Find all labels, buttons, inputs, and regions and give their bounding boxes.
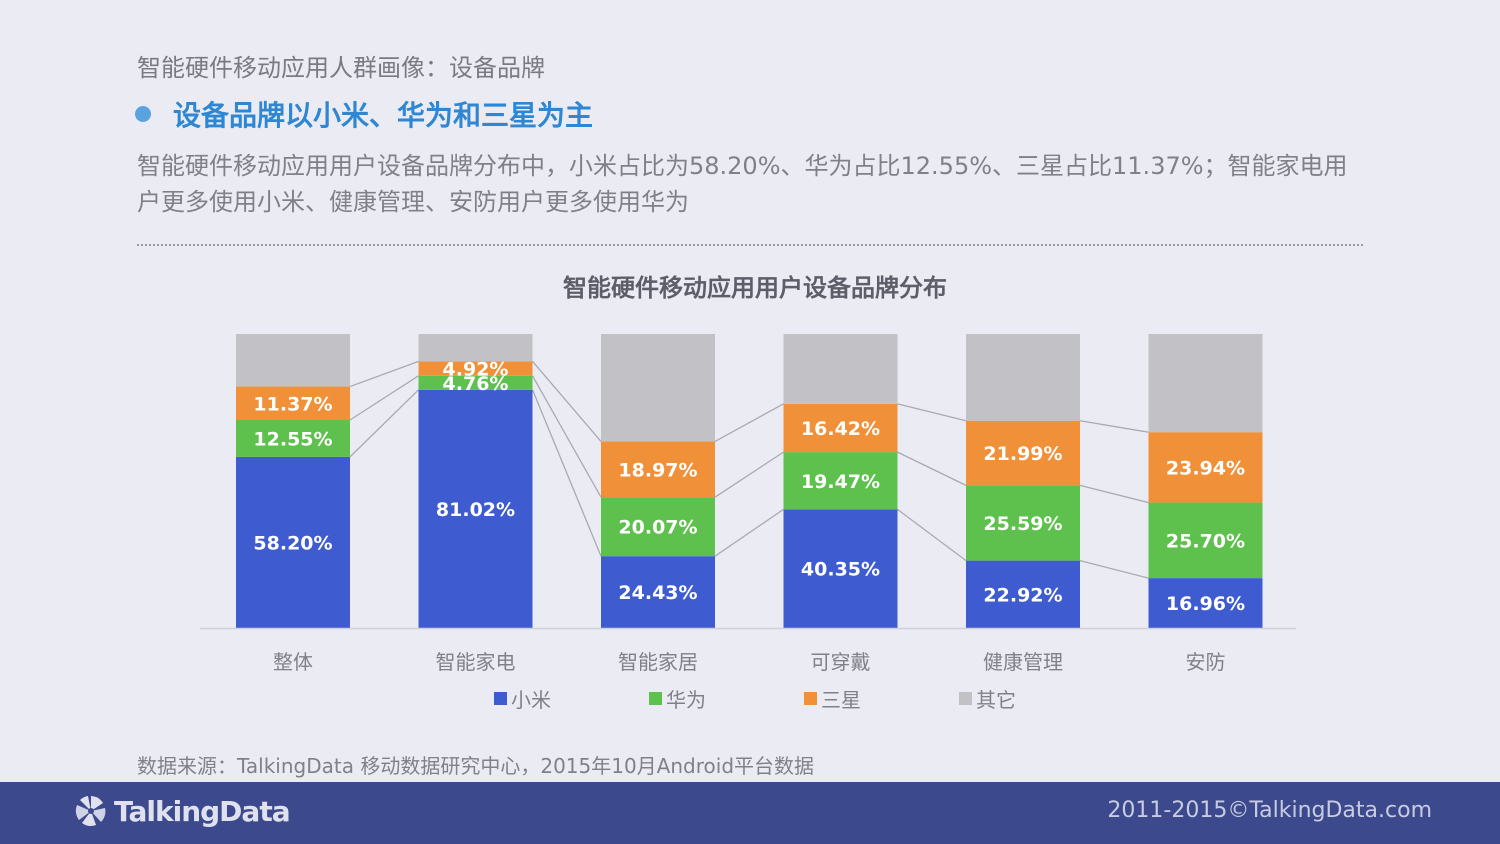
bar-segment-other xyxy=(236,334,350,387)
data-label-huawei: 25.70% xyxy=(1166,530,1245,552)
legend-swatch-other xyxy=(959,692,972,705)
legend-label-other: 其它 xyxy=(976,688,1016,712)
data-label-xiaomi: 22.92% xyxy=(983,584,1062,606)
data-label-huawei: 20.07% xyxy=(618,517,697,539)
series-connector-line xyxy=(714,508,784,557)
chart-title: 智能硬件移动应用用户设备品牌分布 xyxy=(563,274,947,302)
x-tick-label: 整体 xyxy=(273,650,313,674)
legend-label-xiaomi: 小米 xyxy=(511,688,551,712)
bar-segment-other xyxy=(783,334,898,404)
dotted-divider xyxy=(137,244,1363,246)
data-label-huawei: 19.47% xyxy=(801,471,880,493)
bar-segment-samsung xyxy=(966,420,1080,486)
series-connector-line xyxy=(897,508,967,562)
data-label-samsung: 11.37% xyxy=(253,393,332,415)
bar-segment-samsung xyxy=(1148,432,1263,503)
data-label-huawei: 4.76% xyxy=(443,373,509,395)
bar-segment-samsung xyxy=(418,361,533,376)
stacked-bar-chart: 58.20% 12.55% 11.37% 整体 81.02% 4.76%4.92% 智能家电… xyxy=(200,334,1296,674)
legend-item-xiaomi: 小米 xyxy=(494,684,551,713)
series-connector-line xyxy=(531,389,602,557)
headline-row: 设备品牌以小米、华为和三星为主 xyxy=(135,94,593,134)
legend-item-other: 其它 xyxy=(959,684,1016,713)
data-label-samsung: 23.94% xyxy=(1166,457,1245,479)
bar-segment-samsung xyxy=(601,441,715,498)
logo-text: TalkingData xyxy=(114,794,291,828)
bar-segment-xiaomi xyxy=(783,509,898,628)
series-connector-line xyxy=(349,360,419,388)
bar-segment-xiaomi xyxy=(966,560,1080,628)
series-connector-line xyxy=(1079,484,1149,504)
description-text: 智能硬件移动应用用户设备品牌分布中，小米占比为58.20%、华为占比12.55%… xyxy=(137,152,1348,216)
data-label-xiaomi: 24.43% xyxy=(618,582,697,604)
series-connector-line xyxy=(349,389,419,458)
footer-bar: TalkingData 2011-2015©TalkingData.com xyxy=(0,782,1500,844)
legend-swatch-huawei xyxy=(649,692,662,705)
bar-segment-other xyxy=(418,334,533,362)
series-connector-line xyxy=(1079,420,1149,433)
logo-icon xyxy=(75,796,106,826)
data-label-xiaomi: 58.20% xyxy=(253,532,332,554)
bar-segment-samsung xyxy=(783,403,898,453)
data-label-samsung: 18.97% xyxy=(618,459,697,481)
bar-segment-other xyxy=(601,334,715,442)
data-label-huawei: 12.55% xyxy=(253,428,332,450)
legend-swatch-samsung xyxy=(804,692,817,705)
data-label-xiaomi: 16.96% xyxy=(1166,593,1245,615)
series-connector-line xyxy=(714,403,784,442)
legend-label-samsung: 三星 xyxy=(821,688,861,712)
bar-segment-huawei xyxy=(601,497,715,557)
bar-segment-xiaomi xyxy=(1148,578,1263,628)
legend-item-samsung: 三星 xyxy=(804,684,861,713)
series-connector-line xyxy=(349,375,419,421)
chart-legend: 小米 华为 三星 其它 xyxy=(0,684,1500,712)
data-label-samsung: 16.42% xyxy=(801,418,880,440)
data-label-huawei: 25.59% xyxy=(983,513,1062,535)
x-tick-label: 健康管理 xyxy=(983,650,1063,674)
data-label-samsung: 4.92% xyxy=(443,359,509,381)
bar-segment-other xyxy=(966,334,1080,421)
series-connector-line xyxy=(532,360,602,442)
x-tick-label: 智能家居 xyxy=(618,650,698,674)
headline: 设备品牌以小米、华为和三星为主 xyxy=(173,99,594,132)
series-connector-line xyxy=(1079,559,1149,579)
data-source-note: 数据来源：TalkingData 移动数据研究中心，2015年10月Androi… xyxy=(137,754,815,778)
talkingdata-logo: TalkingData xyxy=(74,794,291,828)
legend-label-huawei: 华为 xyxy=(666,688,706,712)
series-connector-line xyxy=(897,451,967,486)
series-connector-line xyxy=(714,451,784,498)
data-label-xiaomi: 40.35% xyxy=(801,559,880,581)
bar-segment-huawei xyxy=(783,452,898,510)
bullet-icon xyxy=(135,106,151,122)
legend-item-huawei: 华为 xyxy=(649,684,706,713)
series-connector-line xyxy=(897,403,967,422)
bar-segment-huawei xyxy=(966,485,1080,561)
copyright-text: 2011-2015©TalkingData.com xyxy=(1107,798,1432,823)
legend-swatch-xiaomi xyxy=(494,692,507,705)
x-tick-label: 可穿戴 xyxy=(811,650,871,674)
series-connector-line xyxy=(531,375,602,498)
bar-segment-samsung xyxy=(236,386,350,420)
bar-segment-huawei xyxy=(236,419,350,457)
data-label-samsung: 21.99% xyxy=(983,443,1062,465)
bar-segment-xiaomi xyxy=(601,556,715,628)
bar-segment-huawei xyxy=(418,375,533,390)
bar-segment-huawei xyxy=(1148,502,1263,579)
bar-segment-xiaomi xyxy=(236,456,350,628)
x-tick-label: 安防 xyxy=(1186,650,1226,674)
bar-segment-xiaomi xyxy=(418,389,533,628)
data-label-xiaomi: 81.02% xyxy=(436,499,515,521)
bar-segment-other xyxy=(1148,334,1263,433)
x-tick-label: 智能家电 xyxy=(436,650,516,674)
page-subtitle: 智能硬件移动应用人群画像：设备品牌 xyxy=(137,54,545,82)
